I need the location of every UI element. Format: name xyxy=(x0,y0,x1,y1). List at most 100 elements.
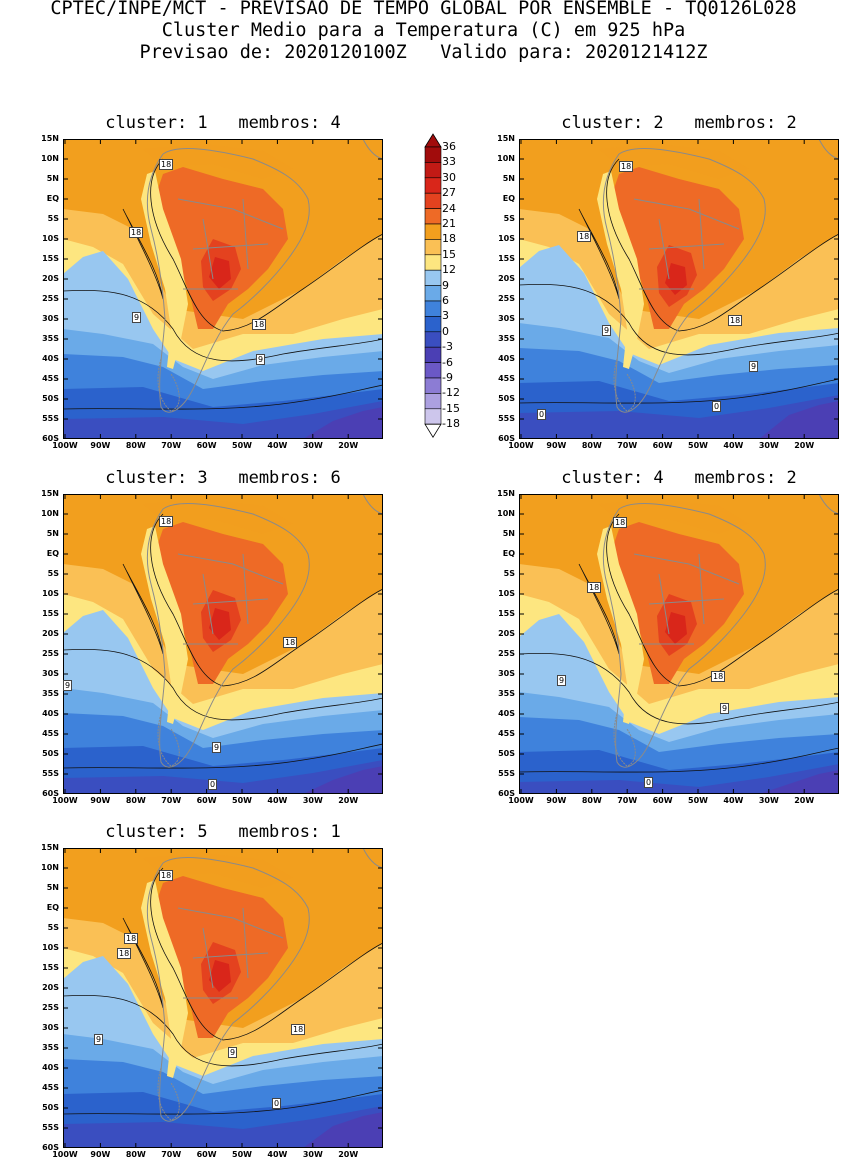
contour-18 xyxy=(150,513,383,687)
temp-band-minus6 xyxy=(303,766,383,794)
latitude-label: 15S xyxy=(42,963,59,972)
colorbar-level-label: -18 xyxy=(442,417,460,431)
latitude-label: 55S xyxy=(498,769,515,778)
latitude-label: 5N xyxy=(502,529,515,538)
contour-value-label: 9 xyxy=(720,703,730,714)
colorbar-swatch xyxy=(424,408,442,425)
latitude-label: 15S xyxy=(42,254,59,263)
map-plot xyxy=(63,494,383,794)
patagonia-coastline xyxy=(157,713,180,767)
patagonia-coastline xyxy=(613,713,636,767)
contour-value-label: 18 xyxy=(129,227,144,238)
longitude-label: 70W xyxy=(161,1150,182,1159)
contour-value-label: 18 xyxy=(252,319,267,330)
latitude-label: 15N xyxy=(497,489,515,498)
header-line-1: CPTEC/INPE/MCT - PREVISAO DE TEMPO GLOBA… xyxy=(50,0,797,19)
africa-coast xyxy=(362,494,383,515)
latitude-label: 45S xyxy=(42,729,59,738)
longitude-label: 90W xyxy=(90,441,111,450)
map-frame xyxy=(63,848,383,1148)
map-frame xyxy=(519,494,839,794)
contour-value-label: 0 xyxy=(208,779,218,790)
colorbar-level-label: -15 xyxy=(442,401,460,415)
latitude-label: 25S xyxy=(42,294,59,303)
longitude-label: 80W xyxy=(581,441,602,450)
africa-coast xyxy=(362,139,383,160)
latitude-label: 50S xyxy=(498,749,515,758)
latitude-label: 60S xyxy=(498,434,515,443)
longitude-label: 40W xyxy=(267,796,288,805)
longitude-label: 60W xyxy=(196,441,217,450)
colorbar-swatch xyxy=(424,331,442,348)
south-america-coastline xyxy=(146,148,310,413)
latitude-label: 35S xyxy=(42,334,59,343)
temp-band-21-north xyxy=(599,144,749,179)
colorbar-swatch xyxy=(424,146,442,163)
latitude-label: 60S xyxy=(42,789,59,798)
latitude-label: 10N xyxy=(41,154,59,163)
longitude-label: 20W xyxy=(338,441,359,450)
colorbar-swatch xyxy=(424,192,442,209)
temp-band-minus6 xyxy=(303,407,383,439)
map-frame xyxy=(63,139,383,439)
latitude-label: 5N xyxy=(502,174,515,183)
colorbar-level-label: 36 xyxy=(442,140,456,153)
colorbar-swatch xyxy=(424,162,442,179)
longitude-label: 80W xyxy=(581,796,602,805)
panel-title: cluster: 2 membros: 2 xyxy=(561,113,797,133)
latitude-label: 30S xyxy=(42,314,59,323)
contour-9 xyxy=(63,289,383,362)
longitude-label: 40W xyxy=(267,441,288,450)
colorbar-level-label: -12 xyxy=(442,386,460,400)
latitude-label: 40S xyxy=(42,354,59,363)
longitude-label: 100W xyxy=(52,1150,78,1159)
contour-value-label: 9 xyxy=(228,1047,238,1058)
contour-value-label: 18 xyxy=(159,516,174,527)
latitude-label: 25S xyxy=(42,649,59,658)
patagonia-coastline xyxy=(613,358,636,412)
latitude-label: 15S xyxy=(498,254,515,263)
contour-9 xyxy=(63,648,383,721)
colorbar-level-label: 9 xyxy=(442,278,449,292)
longitude-label: 40W xyxy=(267,1150,288,1159)
longitude-label: 50W xyxy=(232,441,252,450)
temp-band-21-north xyxy=(143,853,293,888)
latitude-label: 40S xyxy=(498,709,515,718)
latitude-label: 30S xyxy=(42,1023,59,1032)
latitude-label: 5S xyxy=(47,569,59,578)
contour-value-label: 0 xyxy=(712,401,722,412)
andes-cold-strip xyxy=(597,171,644,369)
contour-value-label: 9 xyxy=(94,1034,104,1045)
colorbar-level-label: 3 xyxy=(442,309,449,323)
contour-value-label: 9 xyxy=(256,354,266,365)
latitude-label: 40S xyxy=(498,354,515,363)
latitude-label: 55S xyxy=(42,414,59,423)
south-america-coastline xyxy=(602,148,766,413)
latitude-label: 35S xyxy=(498,689,515,698)
longitude-label: 30W xyxy=(302,796,323,805)
colorbar-swatch xyxy=(424,223,442,240)
longitude-label: 30W xyxy=(302,441,323,450)
latitude-label: 45S xyxy=(42,374,59,383)
colorbar-swatch xyxy=(424,285,442,302)
longitude-label: 20W xyxy=(794,441,815,450)
andes-cold-strip xyxy=(597,526,644,724)
colorbar-level-label: 18 xyxy=(442,232,456,246)
contour-18 xyxy=(150,158,383,332)
temp-band-30 xyxy=(665,612,687,644)
panel-title: cluster: 4 membros: 2 xyxy=(561,468,797,488)
latitude-label: EQ xyxy=(46,903,59,912)
colorbar-level-label: 15 xyxy=(442,247,456,261)
latitude-label: 5S xyxy=(503,569,515,578)
temperature-colorbar: 36 33 30 27 24 21 18 15 12 9 6 3 0 -3 -6 -9 -12 -15 -18 xyxy=(424,133,494,443)
longitude-label: 60W xyxy=(196,1150,217,1159)
longitude-label: 100W xyxy=(508,441,534,450)
colorbar-level-label: 33 xyxy=(442,155,456,169)
temperature-map-panel: 18 18 9 9 0 xyxy=(63,494,383,794)
latitude-label: 5S xyxy=(47,214,59,223)
colorbar-level-label: 24 xyxy=(442,201,456,215)
temp-band-30 xyxy=(209,608,231,640)
colorbar-level-label: -6 xyxy=(442,355,453,369)
contour-18 xyxy=(606,158,839,332)
temperature-map-panel: 18 18 18 9 9 0 0 xyxy=(519,139,839,439)
